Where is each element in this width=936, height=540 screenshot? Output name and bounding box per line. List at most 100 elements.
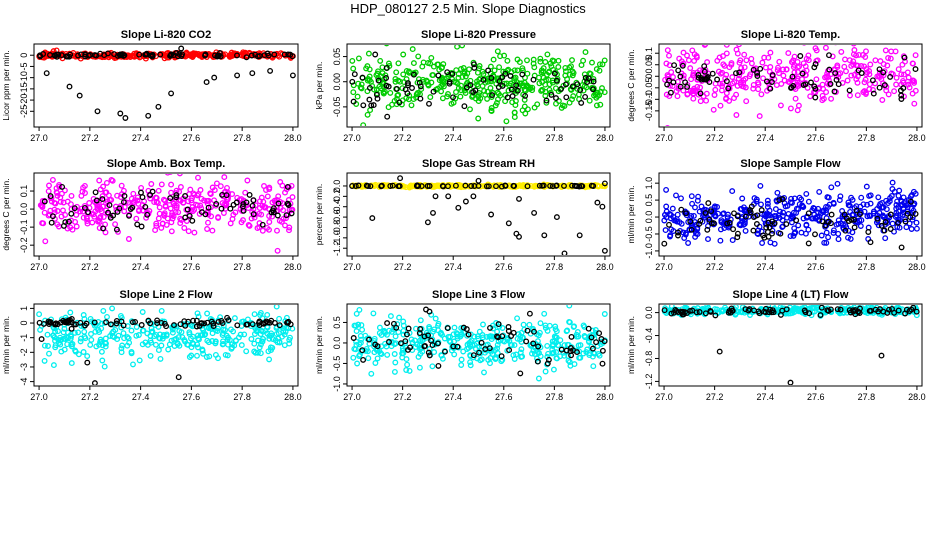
data-point	[130, 361, 136, 368]
data-point	[662, 211, 669, 218]
data-point	[383, 343, 390, 350]
data-point	[787, 105, 794, 112]
y-tick-label: -0.1	[644, 92, 654, 108]
data-point	[537, 320, 544, 327]
data-point	[524, 106, 531, 113]
data-point	[164, 215, 171, 222]
data-point	[80, 214, 87, 221]
data-point	[199, 347, 206, 354]
data-point	[246, 191, 253, 198]
data-point	[246, 222, 253, 229]
data-point	[158, 319, 165, 326]
x-tick-label: 27.4	[132, 392, 150, 402]
data-point	[507, 72, 514, 79]
x-tick-label: 28.0	[908, 392, 926, 402]
data-point	[787, 233, 794, 240]
data-point	[46, 182, 52, 189]
data-point	[896, 187, 903, 194]
data-point	[819, 218, 826, 225]
data-point	[202, 211, 209, 218]
data-point	[61, 325, 68, 332]
y-tick-label: -0.5	[644, 226, 654, 242]
data-point	[702, 76, 709, 83]
data-point	[274, 212, 281, 219]
data-point	[118, 318, 125, 325]
data-point	[58, 190, 65, 197]
data-point	[895, 307, 902, 314]
data-point	[260, 198, 267, 205]
y-tick-label: 0.1	[644, 47, 654, 60]
data-point	[569, 96, 575, 103]
data-point	[684, 90, 691, 97]
data-point	[67, 51, 74, 58]
data-point	[724, 220, 731, 227]
data-point	[800, 204, 807, 210]
data-point	[903, 224, 910, 231]
data-point	[467, 82, 474, 89]
data-point	[67, 201, 74, 208]
data-point	[717, 102, 724, 109]
data-point	[719, 80, 726, 87]
data-point	[479, 83, 486, 89]
data-point	[136, 207, 142, 213]
x-tick-label: 27.4	[444, 133, 462, 143]
data-point	[92, 208, 99, 215]
data-point	[358, 85, 365, 92]
data-point	[684, 52, 690, 59]
data-point	[350, 98, 357, 105]
data-point	[203, 354, 210, 360]
x-tick-label: 27.8	[858, 392, 876, 402]
data-point	[169, 329, 176, 336]
data-point	[828, 184, 835, 191]
data-point	[830, 259, 835, 264]
y-tick-label: 0	[644, 74, 654, 79]
data-point	[879, 97, 886, 103]
data-point	[459, 183, 466, 190]
data-point	[795, 102, 802, 109]
data-point	[409, 339, 416, 346]
data-point	[417, 326, 424, 332]
data-point	[58, 213, 65, 220]
data-point	[693, 53, 700, 59]
data-point	[714, 76, 721, 83]
data-point	[697, 217, 704, 224]
data-point	[186, 331, 193, 338]
data-point	[680, 49, 687, 56]
data-point	[79, 188, 86, 195]
series-2	[349, 182, 597, 190]
data-point	[84, 353, 91, 360]
data-point	[704, 305, 711, 309]
data-point	[384, 320, 391, 327]
data-point	[767, 49, 774, 56]
data-point	[385, 104, 392, 111]
data-point	[781, 77, 788, 84]
data-point	[827, 220, 834, 227]
data-point	[120, 199, 127, 206]
data-point	[242, 189, 249, 196]
y-axis-label: ml/min per min.	[1, 316, 11, 374]
data-point	[270, 205, 277, 212]
data-point	[430, 88, 437, 95]
data-point	[177, 184, 184, 190]
data-point	[219, 200, 226, 207]
data-point	[487, 324, 493, 331]
data-point	[128, 327, 135, 334]
data-point	[893, 81, 900, 88]
data-point	[594, 89, 601, 96]
outlier-point	[211, 74, 218, 81]
data-point	[37, 326, 44, 333]
data-point	[405, 82, 411, 89]
data-point	[697, 84, 704, 91]
data-point	[796, 63, 803, 70]
data-point	[599, 360, 606, 367]
data-point	[827, 81, 834, 87]
y-tick-label: -0.05	[644, 78, 654, 99]
data-point	[843, 68, 849, 75]
data-point	[513, 351, 520, 358]
data-point	[289, 206, 296, 213]
data-point	[832, 70, 839, 77]
data-point	[120, 52, 127, 59]
data-point	[849, 196, 856, 203]
data-point	[569, 68, 576, 75]
data-point	[109, 333, 116, 340]
